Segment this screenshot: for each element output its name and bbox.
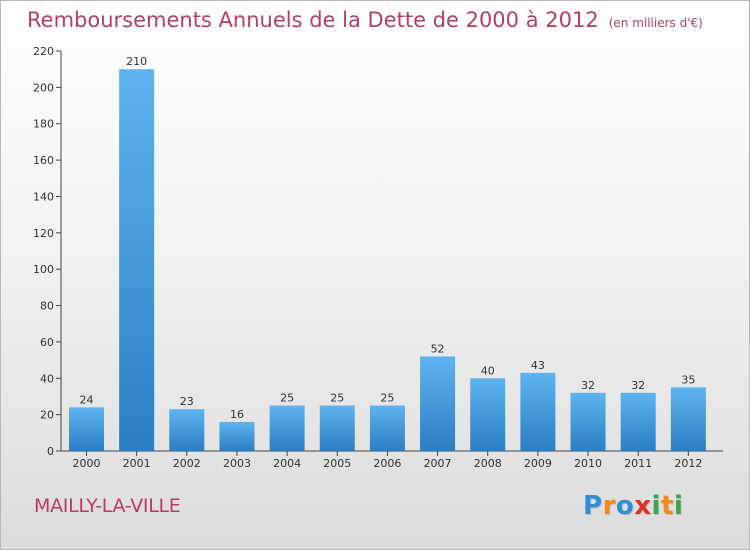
x-tick-label: 2002: [173, 457, 201, 470]
proxiti-logo: Proxiti: [583, 491, 683, 521]
y-tick-label: 20: [40, 409, 54, 422]
value-label-2002: 23: [180, 395, 194, 408]
bar-2007: [420, 356, 456, 451]
x-tick-label: 2011: [624, 457, 652, 470]
x-tick-label: 2007: [424, 457, 452, 470]
value-label-2006: 25: [380, 392, 394, 405]
chart-subtitle: (en milliers d'€): [608, 16, 703, 30]
logo-letter: i: [651, 491, 661, 521]
y-tick-label: 60: [40, 336, 54, 349]
chart-title-text: Remboursements Annuels de la Dette de 20…: [27, 8, 599, 32]
bar-2012: [670, 387, 706, 451]
x-tick-label: 2008: [474, 457, 502, 470]
bar-2002: [169, 409, 205, 451]
y-tick-label: 0: [47, 445, 54, 458]
bar-2006: [369, 405, 405, 451]
value-labels: 24 210 23 16 25 25 25 52 40 43 32 32 35: [80, 55, 696, 421]
y-axis: 0 20 40 60 80 100 120 140 160 180 200 220: [33, 45, 62, 458]
bars: [69, 69, 706, 451]
value-label-2009: 43: [531, 359, 545, 372]
logo-letter: r: [602, 491, 616, 521]
value-label-2011: 32: [631, 379, 645, 392]
y-tick-label: 180: [33, 118, 54, 131]
y-tick-label: 220: [33, 45, 54, 58]
bar-2005: [319, 405, 355, 451]
x-tick-label: 2006: [373, 457, 401, 470]
bar-2000: [69, 407, 104, 451]
y-tick-label: 40: [40, 372, 54, 385]
x-tick-label: 2001: [123, 457, 151, 470]
x-tick-label: 2003: [223, 457, 251, 470]
logo-letter: o: [615, 491, 635, 521]
logo-letter: t: [660, 491, 674, 521]
y-tick-label: 140: [33, 190, 54, 203]
x-tick-label: 2009: [524, 457, 552, 470]
bar-2008: [470, 378, 506, 451]
value-label-2007: 52: [431, 342, 445, 355]
bar-2004: [269, 405, 305, 451]
y-tick-label: 80: [40, 300, 54, 313]
x-tick-label: 2012: [674, 457, 702, 470]
logo-letter: P: [583, 491, 603, 521]
value-label-2004: 25: [280, 392, 294, 405]
value-label-2003: 16: [230, 408, 244, 421]
bar-2011: [620, 392, 656, 451]
bar-2001: [119, 69, 155, 451]
logo-letter: x: [634, 491, 652, 521]
value-label-2010: 32: [581, 379, 595, 392]
x-tick-label: 2000: [73, 457, 101, 470]
commune-name: MAILLY-LA-VILLE: [34, 495, 181, 517]
chart-title: Remboursements Annuels de la Dette de 20…: [27, 8, 703, 32]
bar-2009: [520, 372, 556, 451]
value-label-2001: 210: [126, 55, 147, 68]
bar-2003: [219, 421, 255, 451]
bar-2010: [570, 392, 606, 451]
value-label-2008: 40: [481, 364, 495, 377]
logo-letter: i: [673, 491, 684, 521]
y-tick-label: 100: [33, 263, 54, 276]
x-axis: 2000 2001 2002 2003 2004 2005 2006 2007 2008 2009…: [61, 450, 723, 470]
x-tick-label: 2010: [574, 457, 602, 470]
value-label-2005: 25: [330, 392, 344, 405]
y-tick-label: 120: [33, 227, 54, 240]
x-tick-label: 2005: [323, 457, 351, 470]
value-label-2012: 35: [681, 373, 695, 386]
value-label-2000: 24: [80, 393, 94, 406]
y-tick-label: 200: [33, 81, 54, 94]
y-tick-label: 160: [33, 154, 54, 167]
x-tick-label: 2004: [273, 457, 301, 470]
